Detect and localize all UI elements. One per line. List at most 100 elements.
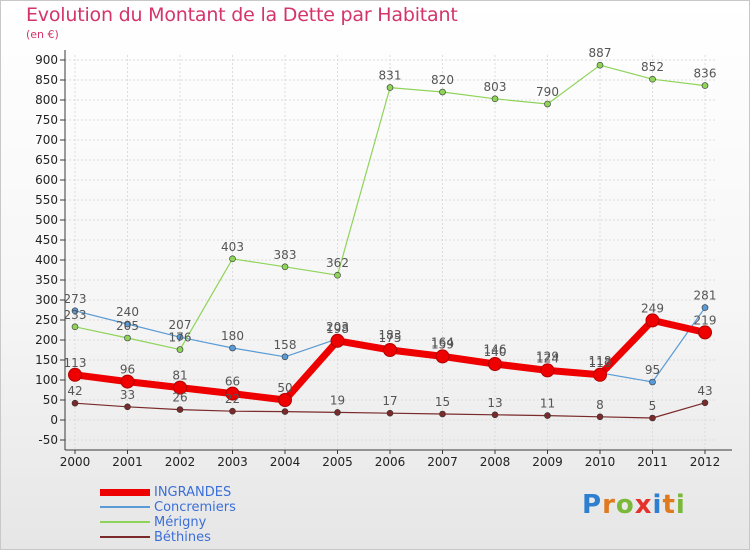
data-point <box>176 346 184 353</box>
data-label: 146 <box>484 343 507 357</box>
data-point <box>71 307 79 315</box>
data-label: 33 <box>120 388 135 402</box>
data-label: 803 <box>484 80 507 94</box>
y-tick-label: 750 <box>35 113 58 127</box>
data-point <box>124 403 131 411</box>
logo-letter: P <box>582 490 603 520</box>
data-label: 219 <box>694 313 717 327</box>
data-point <box>124 320 131 328</box>
data-point <box>330 333 345 348</box>
x-tick-label: 2012 <box>690 455 721 469</box>
data-label: 205 <box>116 319 139 333</box>
x-tick-label: 2004 <box>270 455 301 469</box>
y-tick-label: 900 <box>35 53 58 67</box>
x-tick-label: 2007 <box>427 455 458 469</box>
data-point <box>278 393 292 407</box>
data-label: 887 <box>589 46 612 60</box>
legend-swatch <box>100 506 150 508</box>
x-tick-label: 2000 <box>60 455 91 469</box>
logo-letter: r <box>602 490 616 520</box>
data-label: 240 <box>116 305 139 319</box>
y-tick-label: 0 <box>50 413 58 427</box>
data-label: 13 <box>487 396 502 410</box>
data-label: 203 <box>326 320 349 334</box>
x-tick-label: 2003 <box>217 455 248 469</box>
data-point <box>439 410 446 418</box>
data-point <box>229 255 236 263</box>
x-tick-label: 2005 <box>322 455 353 469</box>
data-label: 403 <box>221 240 244 254</box>
data-point <box>71 323 79 331</box>
data-label: 273 <box>64 292 87 306</box>
proxiti-logo: Proxiti <box>582 490 686 520</box>
legend-label: Concremiers <box>154 500 236 515</box>
data-label: 96 <box>120 363 135 377</box>
data-label: 198 <box>326 322 349 336</box>
data-label: 17 <box>382 394 397 408</box>
chart-subtitle: (en €) <box>26 28 59 41</box>
data-point <box>334 409 341 416</box>
legend-label: Mérigny <box>154 515 207 530</box>
y-tick-label: 800 <box>35 93 58 107</box>
y-tick-label: 650 <box>35 153 58 167</box>
data-label: 383 <box>274 248 297 262</box>
data-point <box>334 271 341 279</box>
data-point <box>701 399 709 407</box>
data-label: 15 <box>435 395 450 409</box>
data-point <box>439 88 446 96</box>
data-label: 118 <box>589 354 612 368</box>
data-label: 81 <box>172 369 187 383</box>
data-label: 113 <box>589 356 612 370</box>
data-label: 11 <box>540 397 555 411</box>
data-point <box>540 363 555 378</box>
data-point <box>124 334 131 342</box>
y-tick-label: 200 <box>35 333 58 347</box>
data-point <box>68 367 82 382</box>
data-point <box>596 61 604 69</box>
data-point <box>593 367 607 382</box>
data-label: 8 <box>596 398 604 412</box>
legend-swatch <box>100 521 150 523</box>
data-point <box>544 100 551 108</box>
y-tick-label: 250 <box>35 313 58 327</box>
data-label: 140 <box>484 345 507 359</box>
data-point <box>71 399 79 407</box>
data-point <box>176 406 184 413</box>
logo-letter: i <box>675 490 686 520</box>
data-label: 852 <box>641 60 664 74</box>
data-label: 281 <box>694 289 717 303</box>
legend-label: Béthines <box>154 530 211 545</box>
x-tick-label: 2009 <box>532 455 563 469</box>
data-point <box>649 75 656 83</box>
data-point <box>281 353 289 361</box>
logo-letter: t <box>662 490 676 520</box>
chart-title: Evolution du Montant de la Dette par Hab… <box>26 4 458 26</box>
y-tick-label: -50 <box>38 433 58 447</box>
data-label: 158 <box>274 338 297 352</box>
y-tick-label: 500 <box>35 213 58 227</box>
y-tick-label: 550 <box>35 193 58 207</box>
data-point <box>649 414 656 422</box>
data-label: 50 <box>277 381 292 395</box>
series-bthines <box>71 399 709 422</box>
data-label: 176 <box>169 331 192 345</box>
data-label: 159 <box>431 337 454 351</box>
x-tick-label: 2002 <box>165 455 196 469</box>
data-point <box>488 357 502 371</box>
data-point <box>701 82 709 89</box>
x-tick-label: 2006 <box>375 455 406 469</box>
data-label: 175 <box>379 331 402 345</box>
data-label: 5 <box>649 399 657 413</box>
logo-letter: x <box>634 490 653 520</box>
y-tick-label: 50 <box>43 393 58 407</box>
data-point <box>491 95 499 103</box>
y-tick-label: 450 <box>35 233 58 247</box>
data-point <box>645 313 660 328</box>
data-point <box>698 325 712 340</box>
data-point <box>176 333 184 341</box>
data-point <box>229 344 236 352</box>
data-label: 233 <box>64 308 87 322</box>
legend-swatch <box>100 536 150 538</box>
